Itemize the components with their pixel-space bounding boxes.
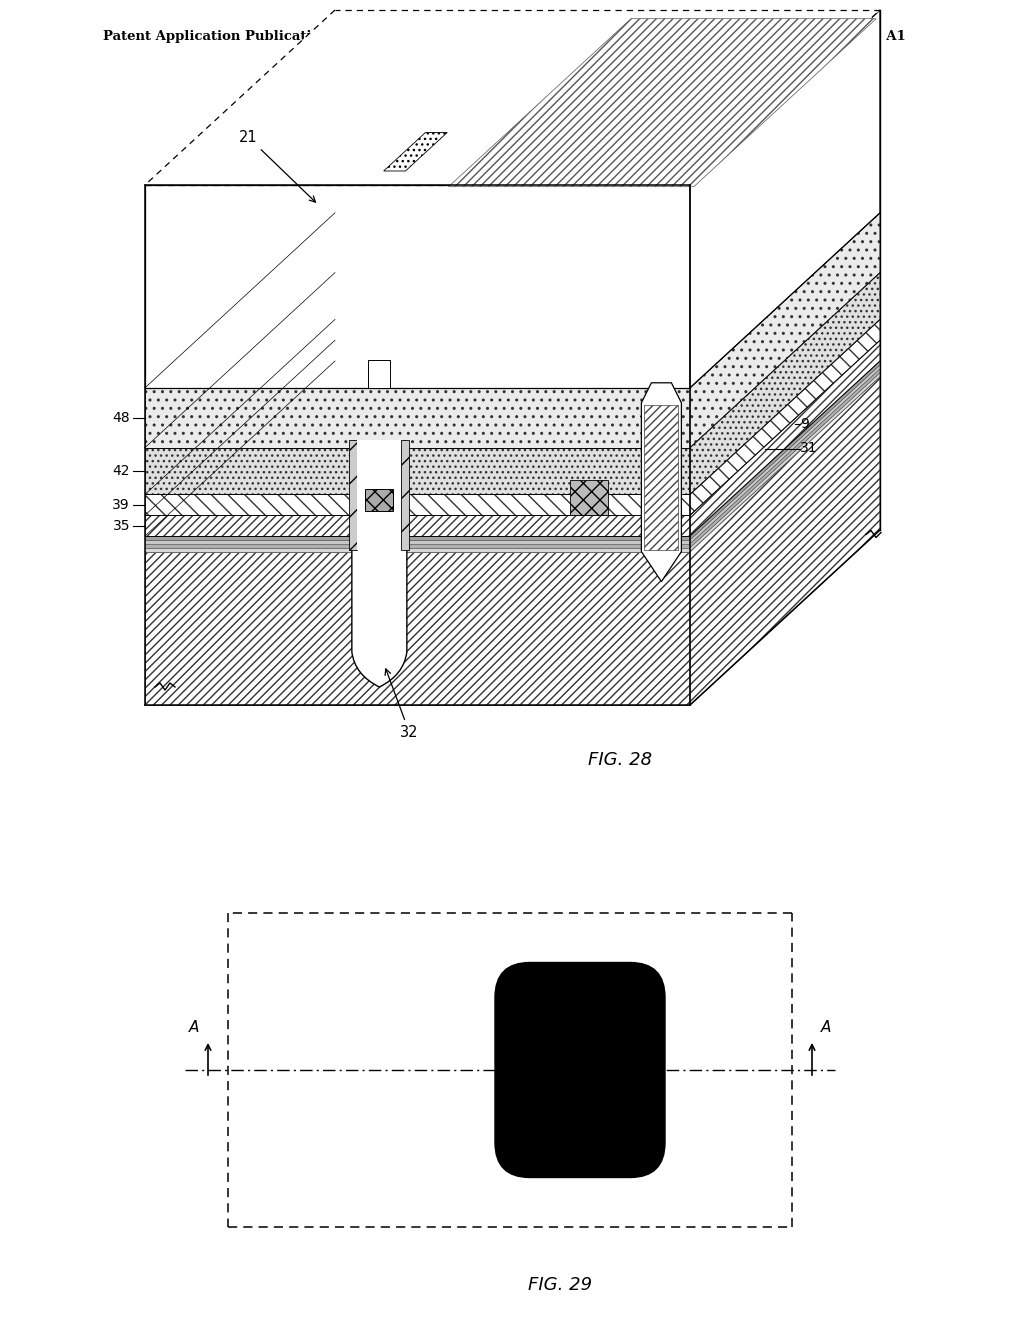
Text: 39: 39 — [113, 498, 130, 512]
Polygon shape — [366, 490, 393, 511]
Polygon shape — [145, 536, 690, 540]
Polygon shape — [690, 364, 880, 544]
Polygon shape — [145, 540, 690, 544]
Text: 32: 32 — [385, 669, 419, 741]
Polygon shape — [690, 11, 880, 388]
Polygon shape — [145, 376, 880, 552]
Polygon shape — [690, 319, 880, 515]
Text: 31: 31 — [800, 441, 817, 455]
Text: Jun. 4, 2009   Sheet 17 of 66: Jun. 4, 2009 Sheet 17 of 66 — [400, 30, 610, 44]
Text: 42: 42 — [113, 465, 130, 478]
Polygon shape — [145, 552, 690, 705]
Polygon shape — [181, 216, 843, 374]
Polygon shape — [690, 273, 880, 495]
Polygon shape — [690, 360, 880, 540]
PathPatch shape — [352, 495, 407, 686]
Text: 35: 35 — [113, 519, 130, 532]
Polygon shape — [641, 383, 681, 582]
Polygon shape — [690, 372, 880, 552]
Polygon shape — [690, 376, 880, 705]
Text: Patent Application Publication: Patent Application Publication — [103, 30, 330, 44]
Polygon shape — [145, 341, 880, 515]
Text: FIG. 29: FIG. 29 — [528, 1276, 592, 1294]
Polygon shape — [145, 185, 690, 388]
Polygon shape — [690, 368, 880, 548]
Polygon shape — [369, 360, 390, 388]
Polygon shape — [401, 440, 410, 549]
Text: 9: 9 — [800, 417, 809, 430]
Text: A: A — [821, 1020, 831, 1035]
Polygon shape — [145, 11, 880, 185]
Text: A: A — [188, 1020, 200, 1035]
Polygon shape — [449, 18, 877, 186]
Polygon shape — [145, 495, 690, 515]
Polygon shape — [145, 364, 880, 540]
Polygon shape — [690, 341, 880, 536]
Text: 48: 48 — [113, 411, 130, 425]
Polygon shape — [145, 360, 880, 536]
Polygon shape — [145, 447, 690, 495]
FancyBboxPatch shape — [495, 962, 665, 1177]
Polygon shape — [145, 548, 690, 552]
Polygon shape — [145, 368, 880, 544]
Polygon shape — [570, 480, 608, 515]
Polygon shape — [644, 405, 679, 549]
Polygon shape — [349, 440, 357, 549]
Polygon shape — [145, 319, 880, 495]
Text: 21: 21 — [240, 129, 315, 202]
Polygon shape — [384, 132, 447, 172]
Polygon shape — [357, 440, 401, 549]
Polygon shape — [145, 515, 690, 536]
Text: US 2009/0141090 A1: US 2009/0141090 A1 — [750, 30, 906, 44]
Polygon shape — [690, 213, 880, 447]
Polygon shape — [145, 388, 690, 447]
Polygon shape — [145, 544, 690, 548]
Text: FIG. 28: FIG. 28 — [588, 751, 652, 770]
Polygon shape — [145, 213, 880, 388]
Polygon shape — [145, 372, 880, 548]
Polygon shape — [145, 273, 880, 447]
